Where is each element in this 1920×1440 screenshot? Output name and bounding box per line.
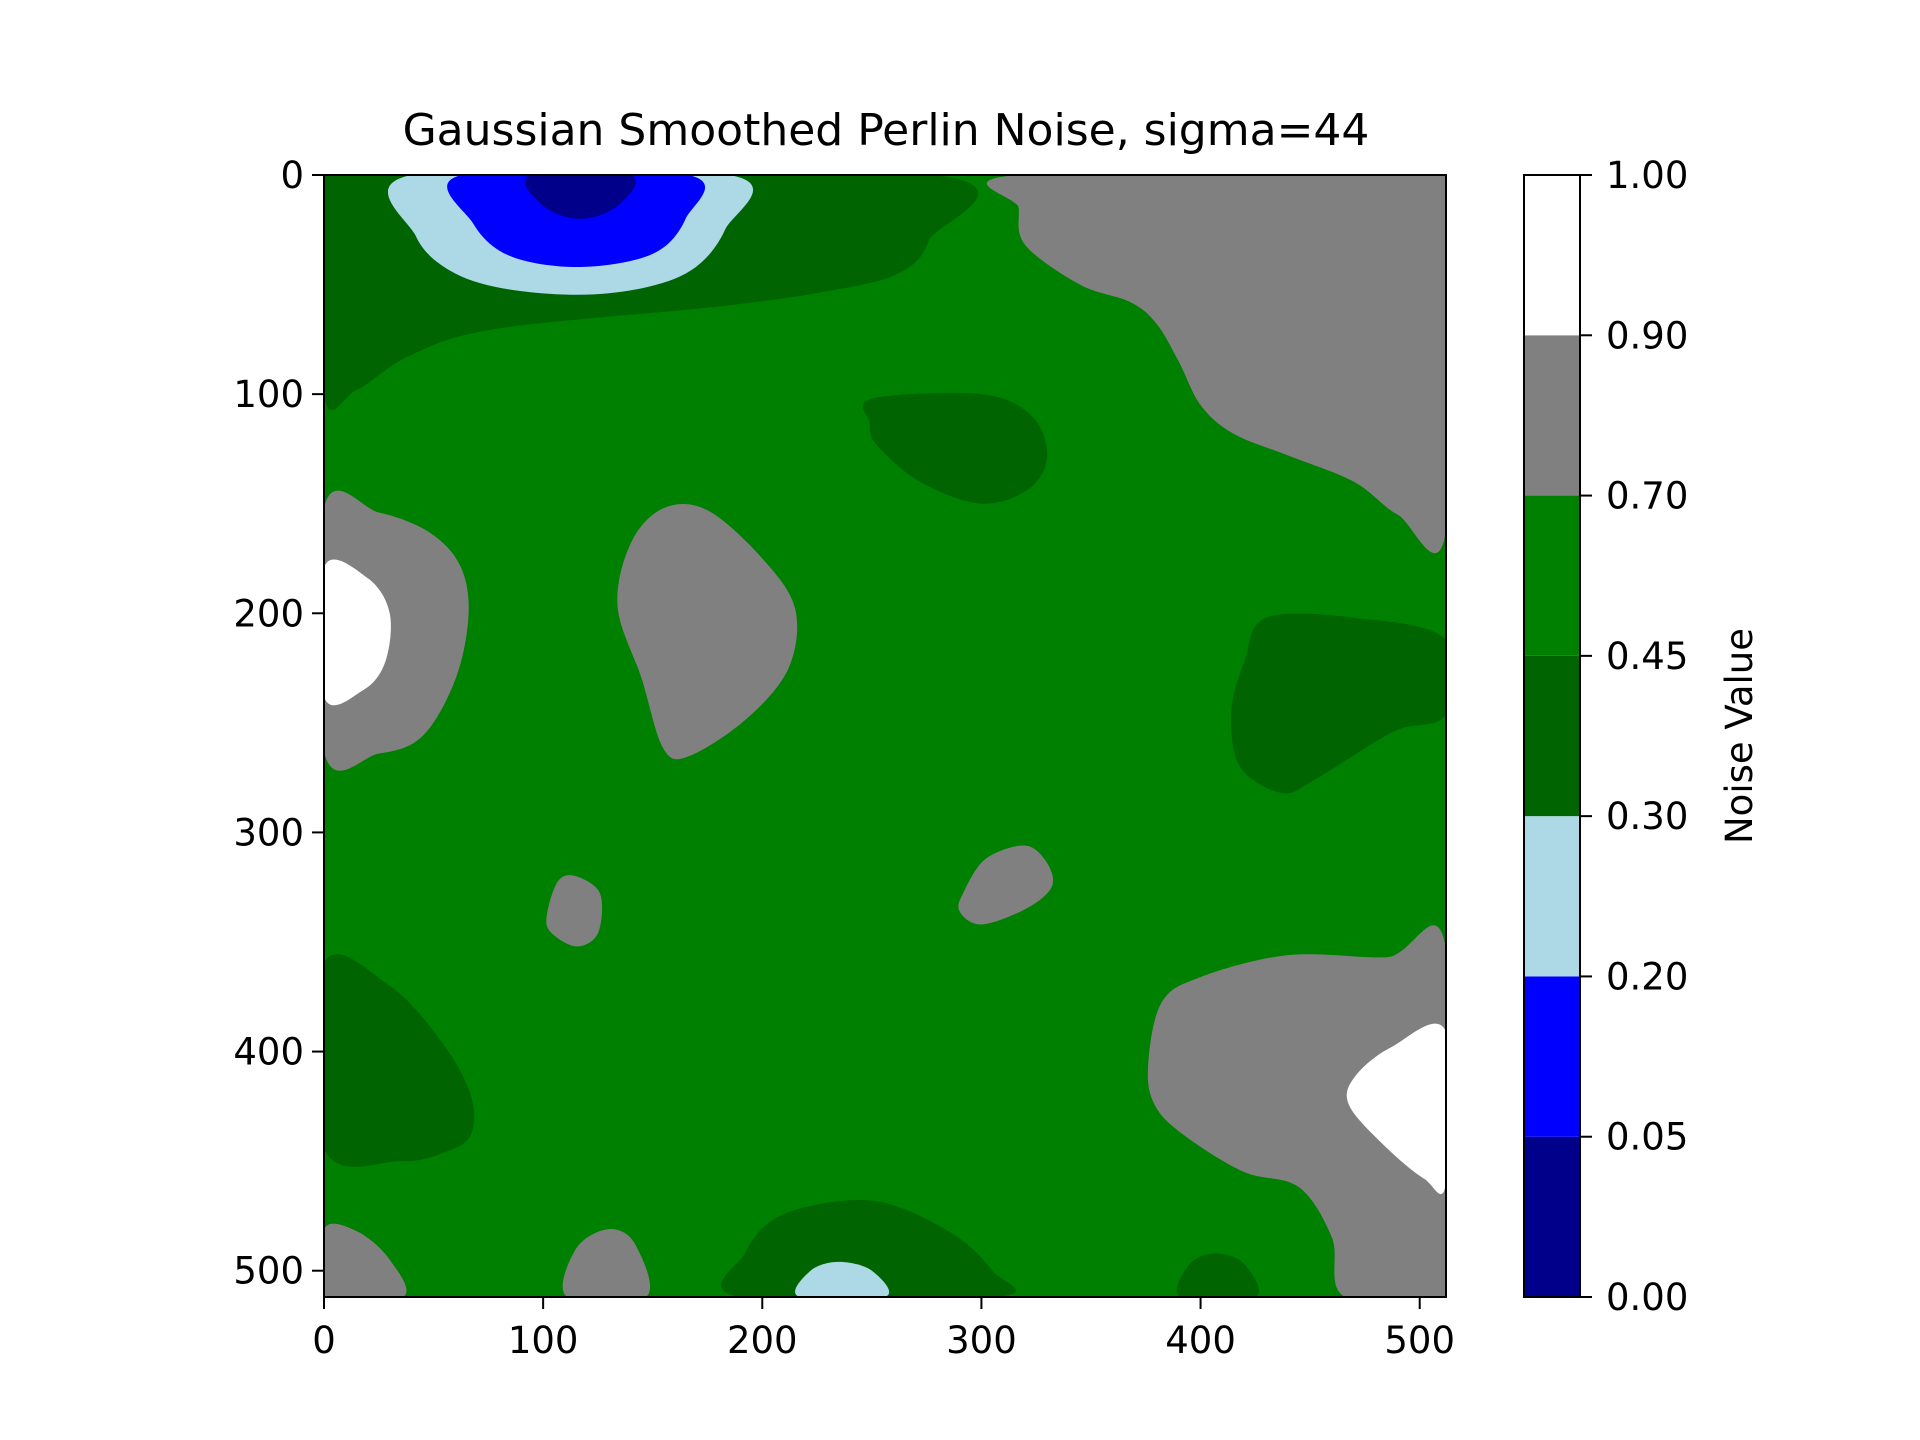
heatmap-region [324,954,475,1167]
y-tick-200: 200 [233,592,324,635]
y-tick-label: 300 [233,811,304,854]
x-tick-label: 400 [1165,1319,1236,1362]
heatmap-region [324,559,391,706]
heatmap-region [546,875,603,947]
chart-title: Gaussian Smoothed Perlin Noise, sigma=44 [403,105,1370,156]
colorbar-segment [1524,335,1580,496]
y-tick-label: 100 [233,373,304,416]
colorbar-label: Noise Value [1718,628,1761,844]
colorbar-tick-label: 0.20 [1606,955,1688,998]
heatmap-region [1147,925,1446,1297]
heatmap-region [958,845,1054,925]
colorbar-tick-0.05: 0.05 [1580,1116,1688,1159]
x-tick-500: 500 [1384,1297,1455,1362]
colorbar-tick-0.00: 0.00 [1580,1276,1688,1319]
colorbar-tick-1.00: 1.00 [1580,154,1688,197]
heatmap-regions [324,175,1446,1297]
x-tick-400: 400 [1165,1297,1236,1362]
colorbar-segment [1524,175,1580,336]
y-tick-400: 400 [233,1031,324,1074]
heatmap-region [1231,613,1446,794]
heatmap-region [1176,1253,1259,1297]
x-tick-label: 200 [727,1319,798,1362]
heatmap-region [447,175,705,268]
colorbar-tick-label: 0.45 [1606,635,1688,678]
heatmap-region [795,1261,890,1297]
colorbar-tick-label: 1.00 [1606,154,1688,197]
heatmap-region [721,1200,1016,1297]
colorbar-segments [1524,175,1580,1297]
y-tick-500: 500 [233,1250,324,1293]
colorbar-tick-label: 0.90 [1606,314,1688,357]
heatmap-region [617,503,798,760]
heatmap-region [986,175,1446,553]
x-tick-200: 200 [727,1297,798,1362]
x-tick-300: 300 [946,1297,1017,1362]
y-axis: 0 100 200 300 400 500 [233,154,324,1293]
x-axis: 0 100 200 300 400 500 [312,1297,1455,1362]
plot-frame [323,174,1447,1298]
y-tick-label: 400 [233,1031,304,1074]
colorbar-tick-0.70: 0.70 [1580,475,1688,518]
y-tick-0: 0 [280,154,324,197]
heatmap-region [324,1223,407,1297]
heatmap-region [324,490,469,771]
colorbar-segment [1524,655,1580,817]
heatmap-region [862,392,1048,504]
colorbar-tick-label: 0.30 [1606,795,1688,838]
colorbar-tick-0.90: 0.90 [1580,314,1688,357]
y-tick-label: 500 [233,1250,304,1293]
colorbar-tick-0.45: 0.45 [1580,635,1688,678]
x-tick-label: 300 [946,1319,1017,1362]
colorbar-segment [1524,816,1580,977]
y-tick-label: 200 [233,592,304,635]
colorbar-tick-label: 0.00 [1606,1276,1688,1319]
x-tick-0: 0 [312,1297,336,1362]
heatmap-plot [323,174,1447,1298]
colorbar-frame [1523,174,1581,1298]
heatmap-region [562,1229,651,1297]
colorbar-segment [1524,1136,1580,1297]
y-tick-300: 300 [233,811,324,854]
x-tick-label: 500 [1384,1319,1455,1362]
colorbar-tick-label: 0.70 [1606,475,1688,518]
heatmap-region [1346,1023,1446,1194]
colorbar: 0.00 0.05 0.20 0.30 0.45 0.70 0.90 1.00 … [1523,154,1761,1319]
colorbar-segment [1524,495,1580,656]
colorbar-segment [1524,976,1580,1137]
colorbar-tick-0.30: 0.30 [1580,795,1688,838]
x-tick-100: 100 [508,1297,579,1362]
y-tick-100: 100 [233,373,324,416]
colorbar-tick-0.20: 0.20 [1580,955,1688,998]
x-tick-label: 0 [312,1319,336,1362]
y-tick-label: 0 [280,154,304,197]
heatmap-region [524,175,637,219]
x-tick-label: 100 [508,1319,579,1362]
colorbar-tick-label: 0.05 [1606,1116,1688,1159]
